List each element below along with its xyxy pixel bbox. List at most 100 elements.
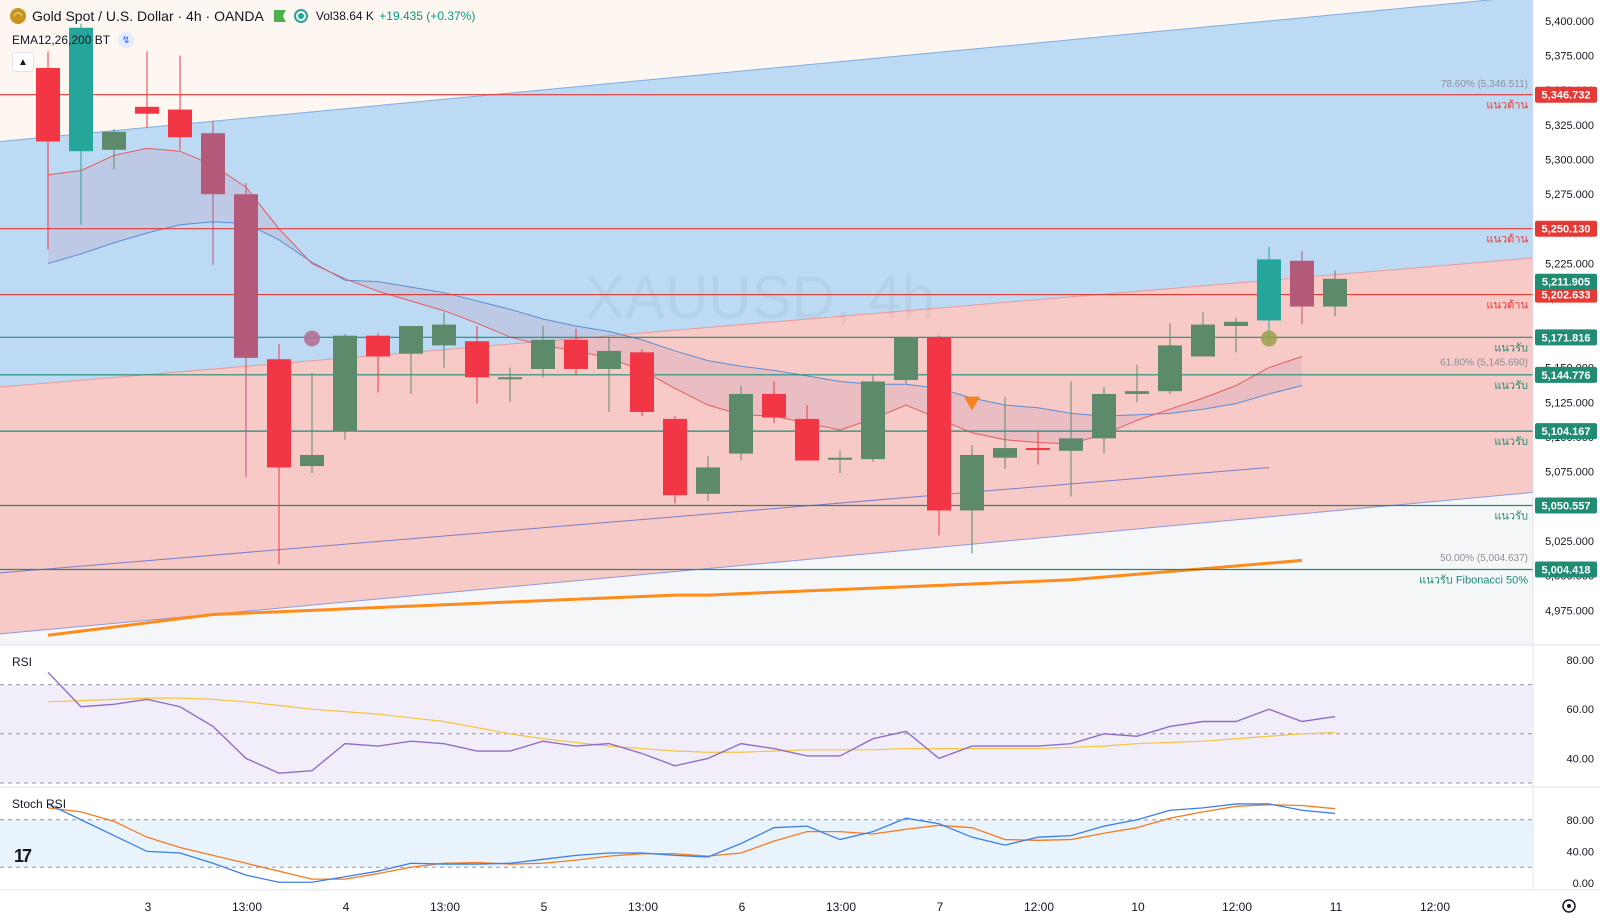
volume-value: 38.64 K <box>332 9 374 23</box>
candle-body <box>729 393 753 454</box>
candle[interactable] <box>432 312 456 368</box>
settings-icon[interactable] <box>1562 899 1576 913</box>
candle[interactable] <box>927 335 951 536</box>
candle[interactable] <box>333 334 357 440</box>
candle[interactable] <box>300 373 324 473</box>
stoch-tick-label: 0.00 <box>1573 878 1594 890</box>
market-status-icon[interactable] <box>293 9 308 23</box>
fib-label: 78.60% (5,346.511) <box>1441 79 1528 90</box>
fib-label: 50.00% (5,004.637) <box>1440 553 1528 564</box>
candle[interactable] <box>597 337 621 412</box>
candle[interactable] <box>69 23 93 225</box>
signal-dot-icon <box>304 330 320 347</box>
candle-body <box>1092 393 1116 439</box>
candle[interactable] <box>960 445 984 554</box>
price-tag: 5,144.776 <box>1535 366 1597 383</box>
market-flag-icon <box>273 10 286 22</box>
candle-body <box>36 67 60 142</box>
candle[interactable] <box>168 55 192 150</box>
signal-markers <box>304 330 1277 411</box>
time-tick-label: 13:00 <box>232 900 262 914</box>
ema200-line <box>47 558 1303 637</box>
candle[interactable] <box>696 456 720 501</box>
candle[interactable] <box>564 328 588 375</box>
candle-body <box>432 324 456 346</box>
tradingview-logo-icon[interactable]: 17 <box>14 846 32 866</box>
stoch-d-line <box>47 804 1336 880</box>
watermark: XAUUSD, 4h <box>585 264 935 331</box>
candle[interactable] <box>894 337 918 385</box>
candle[interactable] <box>1092 387 1116 454</box>
candle[interactable] <box>729 385 753 461</box>
candle[interactable] <box>1224 317 1248 353</box>
candle-body <box>333 335 357 432</box>
candle-body <box>927 337 951 511</box>
time-axis[interactable]: 3 13:00 4 13:00 5 13:00 6 13:00 7 12:00 10 12:00 11 1… <box>145 900 1451 914</box>
candle-body <box>465 341 489 378</box>
price-tick-label: 5,400.000 <box>1545 16 1594 28</box>
candle[interactable] <box>993 396 1017 469</box>
candle-body <box>696 467 720 494</box>
candle[interactable] <box>234 183 258 478</box>
candle[interactable] <box>267 344 291 565</box>
candle[interactable] <box>795 405 819 461</box>
rsi-pane-title: RSI <box>12 655 33 669</box>
candle[interactable] <box>762 381 786 424</box>
price-tick-label: 5,075.000 <box>1545 467 1594 479</box>
candle[interactable] <box>201 120 225 265</box>
rsi-pane: 40.00 60.00 80.00 <box>0 655 1594 784</box>
candle[interactable] <box>630 349 654 417</box>
bearish-zone <box>0 258 1533 634</box>
price-tick-label: 4,975.000 <box>1545 605 1594 617</box>
candle[interactable] <box>1026 431 1050 465</box>
price-tag-text: 5,004.418 <box>1542 565 1591 577</box>
time-tick-label: 4 <box>343 900 350 914</box>
candle[interactable] <box>663 416 687 504</box>
candle[interactable] <box>1290 251 1314 325</box>
price-tick-label: 5,375.000 <box>1545 50 1594 62</box>
candle-body <box>762 393 786 418</box>
candle[interactable] <box>465 325 489 404</box>
candle[interactable] <box>102 129 126 170</box>
rsi-tick-label: 80.00 <box>1566 655 1594 667</box>
candle[interactable] <box>498 367 522 403</box>
volume-readout: Vol38.64 K +19.435 (+0.37%) <box>316 9 475 23</box>
candle[interactable] <box>36 51 60 250</box>
candle[interactable] <box>828 450 852 473</box>
time-tick-label: 13:00 <box>430 900 460 914</box>
candle-body <box>1323 278 1347 307</box>
candle-body <box>795 418 819 461</box>
price-tick-label: 5,125.000 <box>1545 397 1594 409</box>
candle[interactable] <box>366 332 390 393</box>
candles[interactable] <box>36 23 1347 565</box>
indicator-settings-icon[interactable]: ↯ <box>118 32 135 48</box>
indicator-label: EMA12,26,200 BT <box>12 33 111 47</box>
candle[interactable] <box>1257 246 1281 344</box>
candle[interactable] <box>1191 312 1215 357</box>
candle-body <box>564 339 588 369</box>
candle[interactable] <box>1158 323 1182 394</box>
rsi-line <box>47 671 1336 774</box>
level-note: แนวรับ Fibonacci 50% <box>1419 575 1528 587</box>
candle-body <box>531 339 555 369</box>
candle[interactable] <box>399 325 423 394</box>
price-tag-text: 5,050.557 <box>1542 501 1591 513</box>
time-tick-label: 12:00 <box>1024 900 1054 914</box>
candle[interactable] <box>1323 270 1347 317</box>
candle[interactable] <box>1059 381 1083 497</box>
candle[interactable] <box>135 51 159 128</box>
collapse-legend-icon[interactable]: ▲ <box>12 52 34 72</box>
indicator-legend[interactable]: EMA12,26,200 BT ↯ <box>12 32 135 48</box>
price-tag-text: 5,202.633 <box>1542 290 1591 302</box>
candle[interactable] <box>861 374 885 462</box>
time-tick-label: 11 <box>1330 900 1343 914</box>
candle[interactable] <box>531 325 555 378</box>
level-note: แนวรับ <box>1494 342 1528 354</box>
symbol-title[interactable]: Gold Spot / U.S. Dollar · 4h · OANDA <box>32 8 264 24</box>
candle-body <box>1059 438 1083 451</box>
candle-body <box>234 194 258 358</box>
candle[interactable] <box>1125 364 1149 403</box>
sell-signal-icon <box>964 396 980 411</box>
level-note: แนวต้าน <box>1486 100 1528 112</box>
